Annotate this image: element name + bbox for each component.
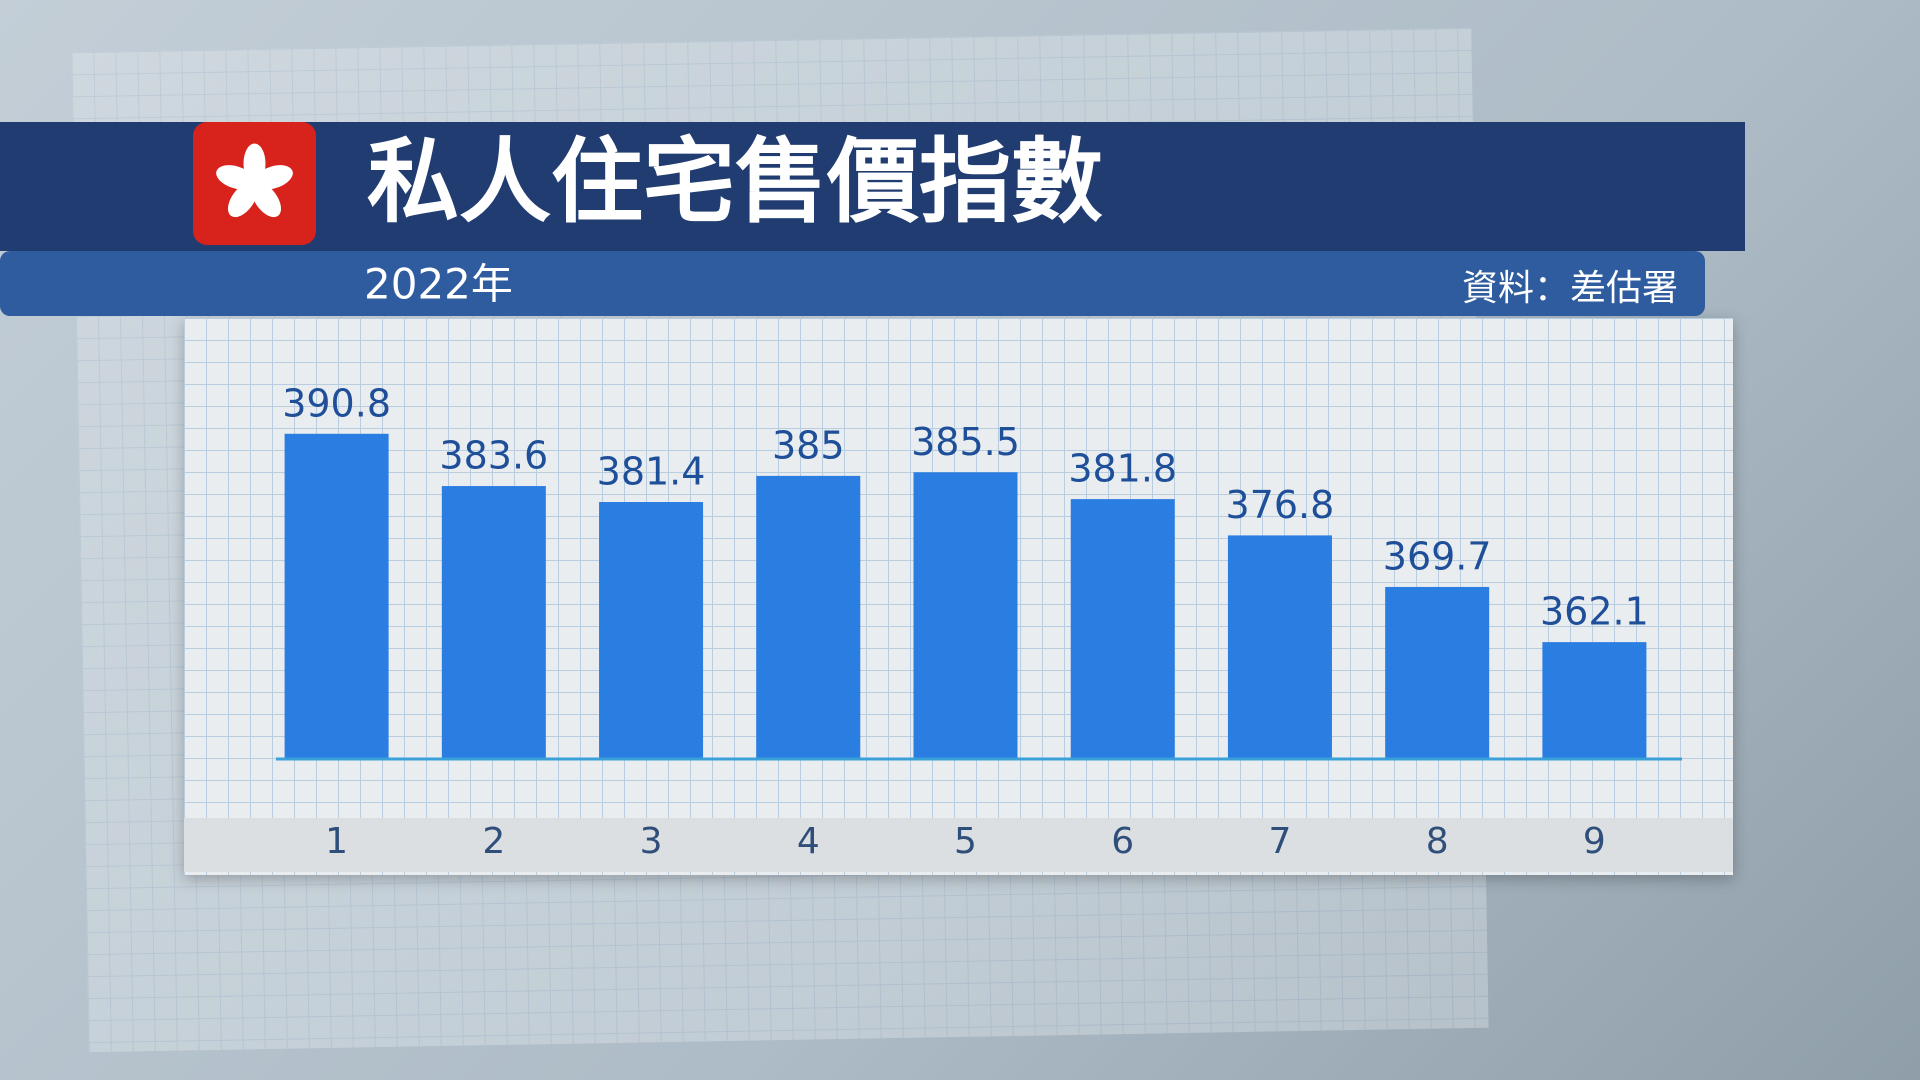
- value-label: 381.8: [1068, 447, 1177, 491]
- bar: [1385, 586, 1490, 759]
- value-label: 369.7: [1383, 534, 1492, 578]
- value-label: 385.5: [911, 420, 1020, 464]
- bar: [913, 472, 1018, 759]
- bar: [1070, 499, 1175, 759]
- bar: [599, 502, 704, 759]
- subtitle-banner: [0, 251, 1705, 316]
- x-tick-label: 4: [797, 821, 820, 862]
- bar: [756, 475, 861, 759]
- value-label: 390.8: [282, 381, 391, 425]
- bar: [441, 486, 546, 759]
- value-label: 383.6: [439, 434, 548, 478]
- x-tick-label: 1: [325, 821, 348, 862]
- x-tick-label: 7: [1268, 821, 1291, 862]
- bar: [1542, 642, 1647, 759]
- chart-subtitle: 2022年: [364, 260, 513, 309]
- chart-title: 私人住宅售價指數: [367, 128, 1103, 235]
- bar: [1227, 535, 1332, 759]
- x-tick-label: 3: [640, 821, 663, 862]
- x-tick-label: 5: [954, 821, 977, 862]
- flag-flower: [216, 143, 293, 218]
- bar: [284, 433, 389, 759]
- x-tick-label: 2: [482, 821, 505, 862]
- value-label: 376.8: [1226, 483, 1335, 527]
- value-label: 385: [772, 423, 845, 467]
- value-label: 381.4: [597, 450, 706, 494]
- value-label: 362.1: [1540, 590, 1649, 634]
- x-tick-label: 8: [1426, 821, 1449, 862]
- x-tick-label: 9: [1583, 821, 1606, 862]
- chart-source: 資料：差估署: [1462, 268, 1678, 309]
- x-tick-label: 6: [1111, 821, 1134, 862]
- category-strip: [184, 818, 1733, 872]
